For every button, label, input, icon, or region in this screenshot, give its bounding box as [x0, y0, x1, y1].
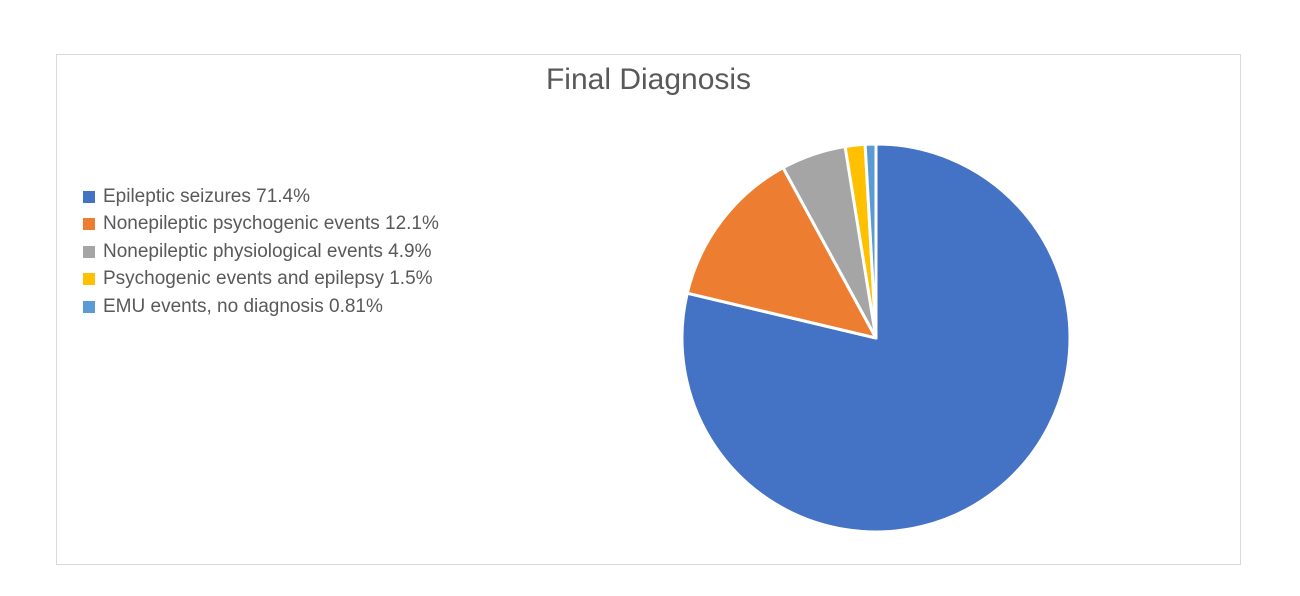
legend-item-emu-no-diagnosis: EMU events, no diagnosis 0.81%	[83, 293, 439, 321]
legend-swatch-nonepileptic-physiological	[83, 245, 95, 258]
legend-swatch-nonepileptic-psychogenic	[83, 218, 95, 231]
legend-label-epileptic-seizures: Epileptic seizures 71.4%	[103, 185, 310, 207]
legend-swatch-psychogenic-and-epilepsy	[83, 273, 95, 286]
legend-label-nonepileptic-psychogenic: Nonepileptic psychogenic events 12.1%	[103, 213, 439, 235]
legend-item-nonepileptic-psychogenic: Nonepileptic psychogenic events 12.1%	[83, 211, 439, 239]
legend-swatch-epileptic-seizures	[83, 190, 95, 203]
chart-legend: Epileptic seizures 71.4% Nonepileptic ps…	[83, 183, 439, 321]
legend-item-nonepileptic-physiological: Nonepileptic physiological events 4.9%	[83, 238, 439, 266]
legend-label-nonepileptic-physiological: Nonepileptic physiological events 4.9%	[103, 240, 432, 262]
legend-label-emu-no-diagnosis: EMU events, no diagnosis 0.81%	[103, 295, 383, 317]
slice-emu-no-diagnosis	[863, 142, 878, 340]
slice-epileptic-seizures	[680, 142, 1072, 534]
legend-swatch-emu-no-diagnosis	[83, 300, 95, 313]
chart-title: Final Diagnosis	[545, 63, 752, 96]
legend-item-psychogenic-and-epilepsy: Psychogenic events and epilepsy 1.5%	[83, 266, 439, 294]
legend-item-epileptic-seizures: Epileptic seizures 71.4%	[83, 183, 439, 211]
legend-label-psychogenic-and-epilepsy: Psychogenic events and epilepsy 1.5%	[103, 268, 433, 290]
slice-nonepileptic-psychogenic	[685, 166, 878, 340]
